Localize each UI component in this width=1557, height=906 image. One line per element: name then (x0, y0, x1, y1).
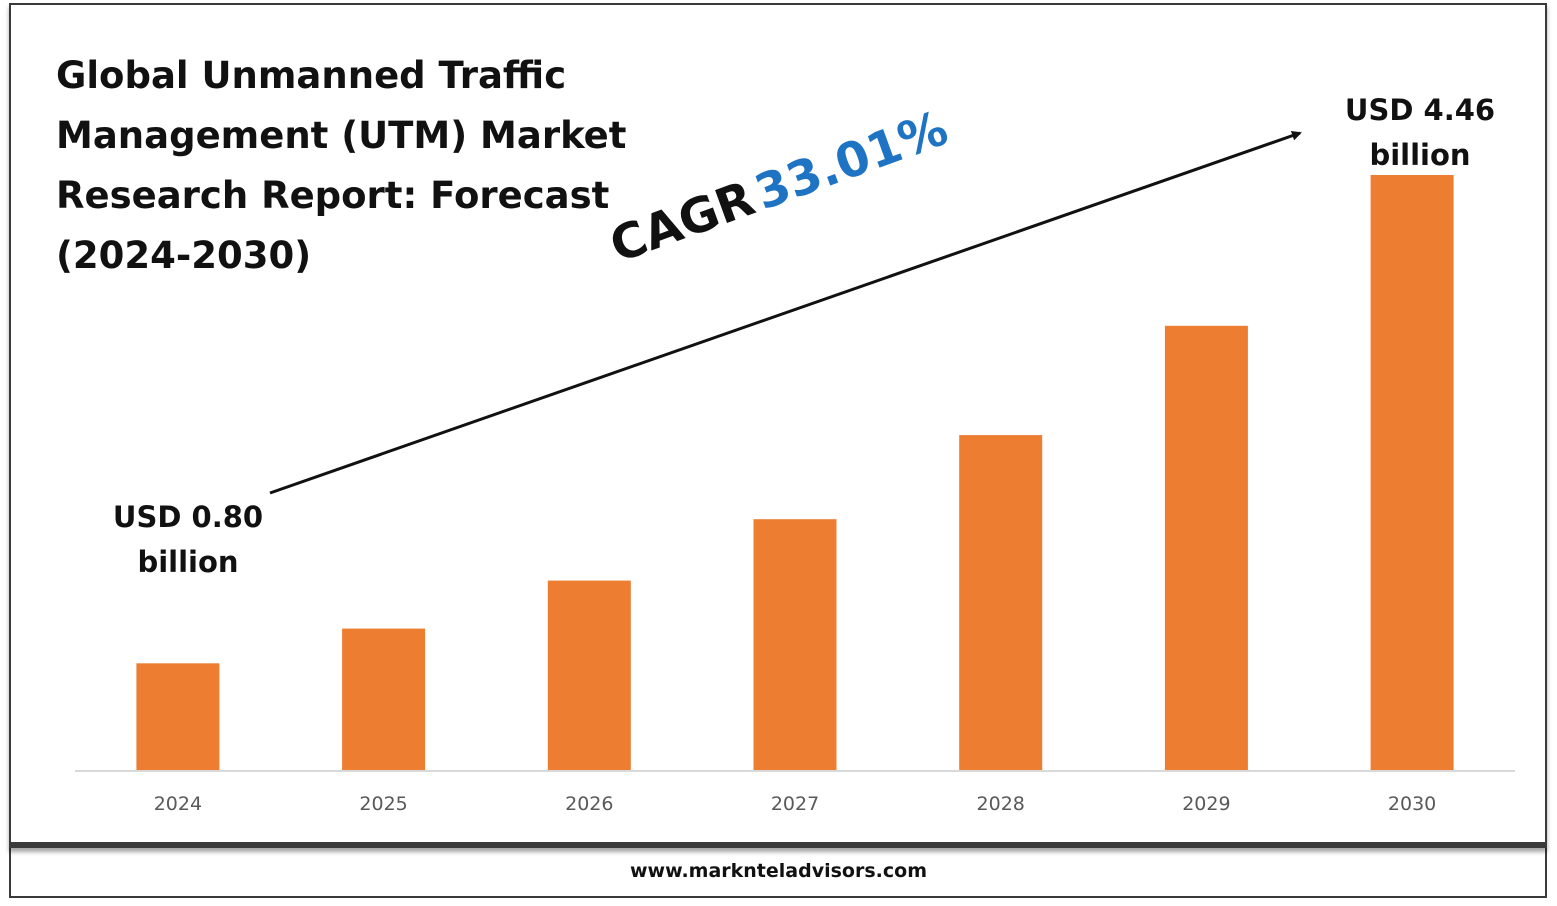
first-value-label: USD 0.80 billion (112, 500, 264, 579)
footer-website: www.marknteladvisors.com (630, 860, 927, 882)
bar-2030 (1370, 175, 1454, 770)
bar-2026 (547, 580, 631, 770)
growth-arrow (269, 130, 1302, 495)
x-tick-label-2029: 2029 (1182, 793, 1230, 815)
last-value-label: USD 4.46 billion (1344, 93, 1496, 172)
chart-title: Global Unmanned Traffic Management (UTM)… (56, 54, 627, 277)
x-tick-labels: 2024 2025 2026 2027 2028 2029 2030 (154, 793, 1437, 815)
bar-2025 (342, 628, 426, 770)
bar-2027 (753, 519, 837, 770)
bar-2029 (1164, 325, 1248, 770)
bar-2024 (136, 663, 220, 770)
x-tick-label-2027: 2027 (771, 793, 819, 815)
chart-panel (9, 3, 1547, 848)
x-tick-label-2026: 2026 (565, 793, 613, 815)
x-tick-label-2028: 2028 (977, 793, 1025, 815)
x-tick-label-2025: 2025 (359, 793, 407, 815)
bars-layer (136, 175, 1454, 770)
bar-2028 (959, 435, 1043, 770)
x-tick-label-2024: 2024 (154, 793, 202, 815)
x-tick-label-2030: 2030 (1388, 793, 1436, 815)
